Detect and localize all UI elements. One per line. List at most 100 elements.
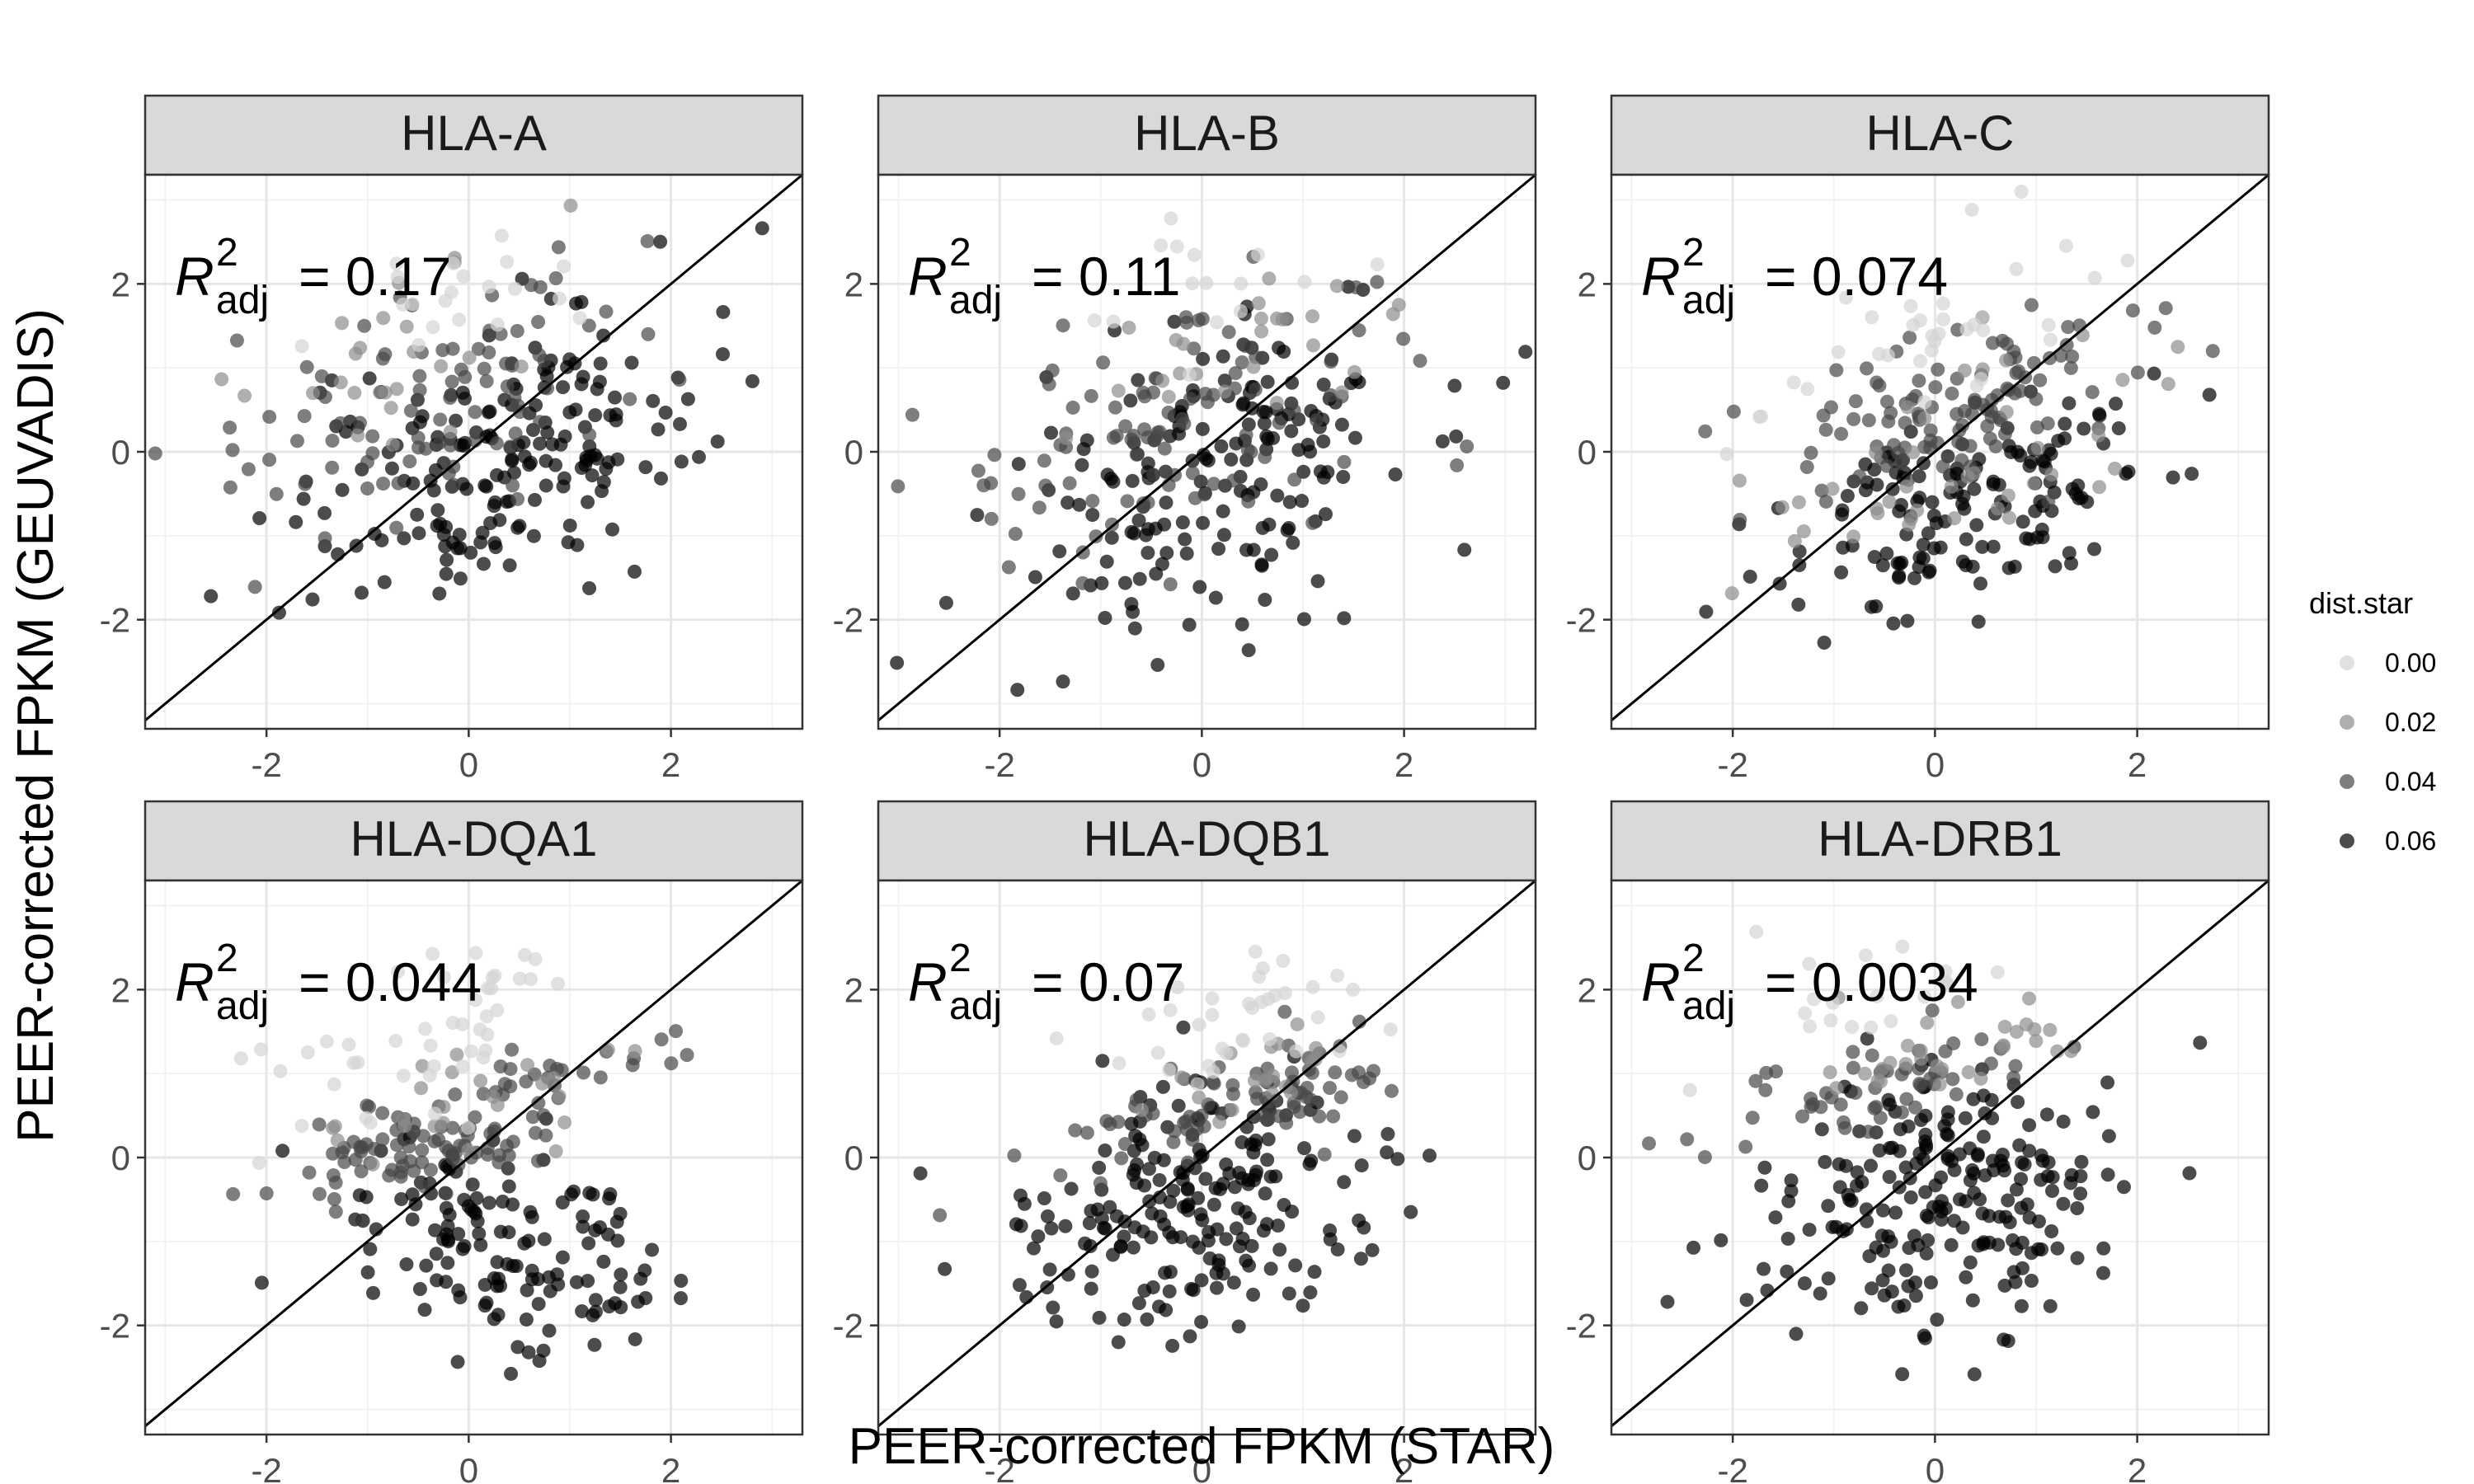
data-point bbox=[1384, 1083, 1399, 1098]
data-point bbox=[335, 482, 350, 497]
data-point bbox=[1106, 314, 1121, 329]
r2-value: = 0.044 bbox=[299, 951, 482, 1012]
data-point bbox=[1976, 1235, 1991, 1250]
data-point bbox=[1882, 1170, 1897, 1185]
data-point bbox=[1174, 1070, 1189, 1085]
data-point bbox=[325, 460, 340, 475]
data-point bbox=[2158, 301, 2173, 316]
data-point bbox=[378, 347, 393, 362]
data-point bbox=[1250, 1092, 1265, 1106]
data-point bbox=[1324, 387, 1338, 402]
data-point bbox=[576, 1219, 590, 1234]
data-point bbox=[1917, 1328, 1931, 1343]
data-point bbox=[1829, 1081, 1844, 1096]
data-point bbox=[535, 1076, 550, 1091]
identity-line bbox=[877, 879, 1536, 1427]
data-point bbox=[480, 1027, 495, 1042]
data-point bbox=[1195, 421, 1210, 436]
data-point bbox=[1305, 979, 1320, 994]
data-point bbox=[1150, 658, 1165, 673]
data-point bbox=[506, 478, 520, 493]
data-point bbox=[468, 946, 483, 960]
data-point bbox=[327, 1192, 341, 1207]
identity-line bbox=[877, 173, 1536, 721]
data-point bbox=[508, 426, 523, 441]
data-point bbox=[1260, 374, 1275, 389]
data-point bbox=[1129, 1176, 1144, 1190]
data-point bbox=[1899, 1092, 1914, 1106]
data-point bbox=[1289, 1044, 1304, 1059]
data-point bbox=[2115, 373, 2130, 387]
data-point bbox=[1065, 400, 1080, 415]
data-point bbox=[1733, 513, 1747, 528]
data-point bbox=[254, 1275, 269, 1290]
legend-label: 0.00 bbox=[2385, 648, 2436, 678]
y-tick-label: 2 bbox=[111, 265, 130, 303]
data-point bbox=[1280, 523, 1295, 538]
data-point bbox=[549, 1267, 564, 1282]
y-tick-label: -2 bbox=[1566, 601, 1597, 640]
data-point bbox=[1919, 1246, 1934, 1261]
data-point bbox=[1887, 438, 1902, 453]
data-point bbox=[1951, 434, 1966, 449]
data-point bbox=[1825, 481, 1840, 496]
data-point bbox=[1026, 1241, 1041, 1256]
data-point bbox=[1986, 539, 2001, 554]
data-point bbox=[1196, 351, 1211, 366]
data-point bbox=[1818, 422, 1833, 437]
data-point bbox=[1818, 494, 1833, 509]
data-point bbox=[1858, 948, 1873, 963]
data-point bbox=[1901, 1279, 1916, 1294]
data-point bbox=[1211, 542, 1226, 556]
data-point bbox=[354, 1164, 369, 1179]
data-point bbox=[1864, 599, 1879, 614]
data-point bbox=[1310, 413, 1324, 428]
data-point bbox=[487, 1312, 501, 1327]
data-point bbox=[1098, 1144, 1112, 1158]
data-point bbox=[2008, 1059, 2023, 1073]
r2-symbol: R bbox=[908, 246, 948, 307]
data-point bbox=[1834, 565, 1849, 580]
data-point bbox=[423, 1038, 438, 1053]
data-point bbox=[1296, 1298, 1310, 1313]
data-point bbox=[1832, 1157, 1846, 1172]
data-point bbox=[1931, 326, 1946, 341]
data-point bbox=[640, 234, 655, 249]
data-point bbox=[419, 1258, 434, 1273]
data-point bbox=[1913, 1043, 1928, 1058]
panel-title: HLA-A bbox=[401, 106, 547, 161]
data-point bbox=[1872, 346, 1887, 361]
data-point bbox=[1967, 1367, 1982, 1382]
data-point bbox=[1996, 1158, 2011, 1173]
data-point bbox=[1934, 1170, 1949, 1185]
data-point bbox=[1928, 380, 1943, 395]
data-point bbox=[2182, 1166, 2197, 1181]
data-point bbox=[405, 1212, 420, 1227]
data-point bbox=[2073, 1186, 2088, 1201]
data-point bbox=[1879, 546, 1894, 561]
data-point bbox=[503, 1079, 518, 1094]
data-point bbox=[1365, 1242, 1380, 1257]
data-point bbox=[1821, 1271, 1836, 1286]
data-point bbox=[1124, 524, 1139, 539]
data-point bbox=[1059, 430, 1074, 445]
data-point bbox=[1957, 404, 1972, 419]
y-tick-label: -2 bbox=[100, 601, 130, 640]
data-point bbox=[1197, 1119, 1211, 1134]
data-point bbox=[2030, 420, 2044, 434]
data-point bbox=[238, 388, 252, 403]
data-point bbox=[462, 350, 477, 365]
data-point bbox=[1141, 545, 1155, 560]
data-point bbox=[2041, 1155, 2056, 1170]
data-point bbox=[1140, 1312, 1155, 1327]
panel-strip bbox=[877, 94, 1537, 176]
data-point bbox=[548, 1144, 563, 1158]
data-point bbox=[1256, 1223, 1271, 1238]
data-point bbox=[1287, 472, 1302, 487]
data-point bbox=[262, 453, 277, 467]
data-point bbox=[1877, 1288, 1892, 1303]
data-point bbox=[2096, 1241, 2111, 1256]
data-point bbox=[755, 221, 769, 236]
data-point bbox=[1814, 1122, 1829, 1137]
